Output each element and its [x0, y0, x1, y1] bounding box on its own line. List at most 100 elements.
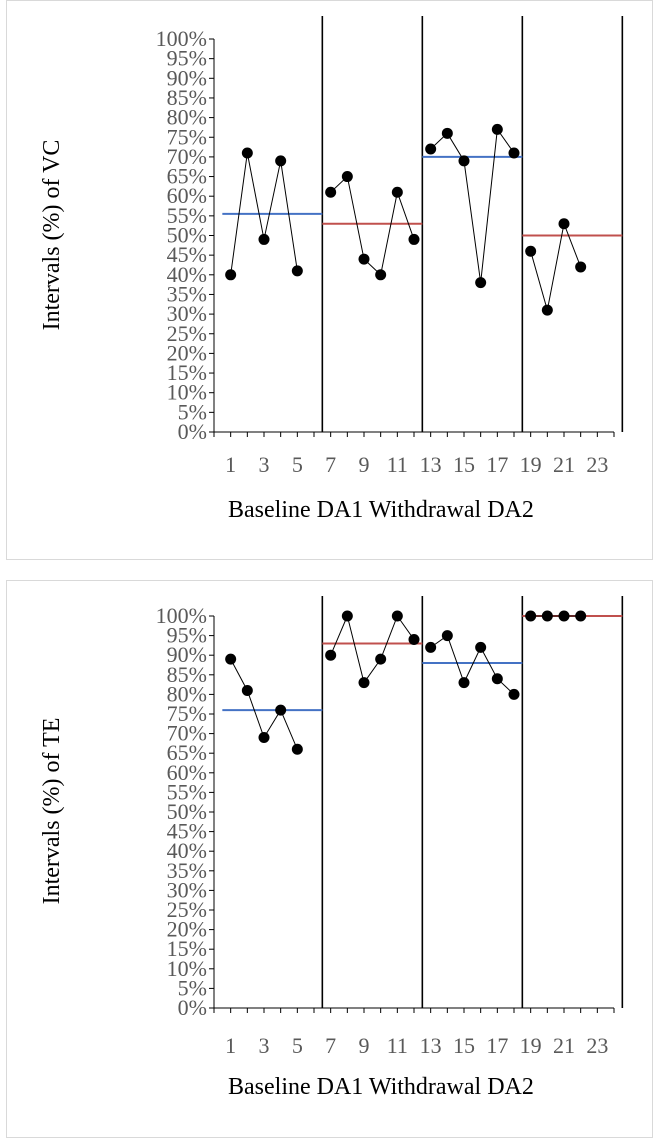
x-tick-label: 3 — [259, 1033, 270, 1058]
x-tick-label: 3 — [259, 452, 270, 477]
y-tick-label: 20% — [167, 917, 207, 942]
x-tick-label: 5 — [292, 452, 303, 477]
y-tick-label: 90% — [167, 642, 207, 667]
y-tick-label: 45% — [167, 242, 207, 267]
x-tick-label: 9 — [359, 452, 370, 477]
y-tick-label: 80% — [167, 681, 207, 706]
y-tick-label: 60% — [167, 760, 207, 785]
x-tick-label: 11 — [387, 452, 408, 477]
data-point — [541, 610, 553, 622]
chart-te-svg: 0%5%10%15%20%25%30%35%40%45%50%55%60%65%… — [39, 596, 624, 1100]
data-point — [491, 673, 503, 685]
data-point — [391, 610, 403, 622]
x-tick-label: 7 — [325, 1033, 336, 1058]
data-point — [258, 233, 270, 245]
series-line — [430, 128, 515, 283]
y-tick-label: 100% — [156, 603, 207, 628]
y-tick-label: 70% — [167, 144, 207, 169]
x-tick-label: 19 — [520, 452, 542, 477]
data-point — [425, 641, 437, 653]
y-tick-label: 45% — [167, 819, 207, 844]
data-point — [291, 265, 303, 277]
data-point — [325, 186, 337, 198]
y-tick-label: 85% — [167, 662, 207, 687]
y-tick-label: 100% — [156, 26, 207, 51]
data-point — [441, 630, 453, 642]
y-tick-label: 85% — [167, 85, 207, 110]
x-tick-label: 9 — [359, 1033, 370, 1058]
y-tick-label: 30% — [167, 301, 207, 326]
series-line — [530, 221, 582, 311]
data-point — [408, 233, 420, 245]
x-tick-label: 17 — [486, 452, 508, 477]
x-axis-title: Baseline DA1 Withdrawal DA2 — [228, 1074, 534, 1100]
data-point — [241, 684, 253, 696]
y-tick-label: 10% — [167, 380, 207, 405]
data-point — [475, 641, 487, 653]
y-tick-label: 20% — [167, 340, 207, 365]
y-tick-label: 0% — [178, 419, 207, 444]
data-point — [425, 143, 437, 155]
data-point — [558, 610, 570, 622]
y-tick-label: 35% — [167, 281, 207, 306]
data-point — [325, 649, 337, 661]
y-axis-title: Intervals (%) of VC — [39, 140, 65, 331]
y-tick-label: 95% — [167, 46, 207, 71]
y-tick-label: 95% — [167, 623, 207, 648]
y-tick-label: 50% — [167, 223, 207, 248]
y-tick-label: 65% — [167, 164, 207, 189]
data-point — [391, 186, 403, 198]
y-tick-label: 35% — [167, 858, 207, 883]
data-point — [508, 688, 520, 700]
data-point — [375, 653, 387, 665]
y-tick-label: 55% — [167, 203, 207, 228]
data-point — [491, 123, 503, 135]
x-tick-label: 1 — [225, 1033, 236, 1058]
data-point — [441, 127, 453, 139]
y-tick-label: 50% — [167, 799, 207, 824]
data-point — [525, 245, 537, 257]
x-tick-label: 13 — [420, 1033, 442, 1058]
y-tick-label: 65% — [167, 740, 207, 765]
y-tick-label: 60% — [167, 183, 207, 208]
data-point — [458, 677, 470, 689]
data-point — [225, 269, 237, 281]
y-tick-label: 40% — [167, 262, 207, 287]
x-tick-label: 5 — [292, 1033, 303, 1058]
x-tick-label: 11 — [387, 1033, 408, 1058]
data-point — [241, 147, 253, 159]
data-point — [575, 610, 587, 622]
data-point — [225, 653, 237, 665]
y-tick-label: 15% — [167, 936, 207, 961]
data-point — [525, 610, 537, 622]
data-point — [375, 269, 387, 281]
x-tick-label: 15 — [453, 1033, 475, 1058]
x-tick-label: 21 — [553, 452, 575, 477]
y-axis-title: Intervals (%) of TE — [39, 718, 65, 905]
data-point — [358, 253, 370, 265]
y-tick-label: 30% — [167, 877, 207, 902]
data-point — [291, 743, 303, 755]
y-tick-label: 90% — [167, 65, 207, 90]
x-tick-label: 1 — [225, 452, 236, 477]
data-point — [341, 171, 353, 183]
data-point — [275, 155, 287, 167]
y-tick-label: 75% — [167, 124, 207, 149]
data-point — [408, 634, 420, 646]
data-point — [508, 147, 520, 159]
y-tick-label: 5% — [178, 399, 207, 424]
y-tick-label: 70% — [167, 721, 207, 746]
y-tick-label: 25% — [167, 321, 207, 346]
data-point — [475, 277, 487, 289]
y-tick-label: 25% — [167, 897, 207, 922]
y-tick-label: 15% — [167, 360, 207, 385]
x-tick-label: 23 — [586, 452, 608, 477]
data-point — [458, 155, 470, 167]
series-line — [330, 614, 415, 684]
data-point — [341, 610, 353, 622]
data-point — [558, 218, 570, 230]
x-tick-label: 21 — [553, 1033, 575, 1058]
y-tick-label: 55% — [167, 779, 207, 804]
series-line — [430, 634, 515, 695]
chart-panel-vc: 0% 5% 10% 15% 20% 25% 30% 35% 40% 45% 50% 55% 60% 65%… — [6, 0, 653, 560]
